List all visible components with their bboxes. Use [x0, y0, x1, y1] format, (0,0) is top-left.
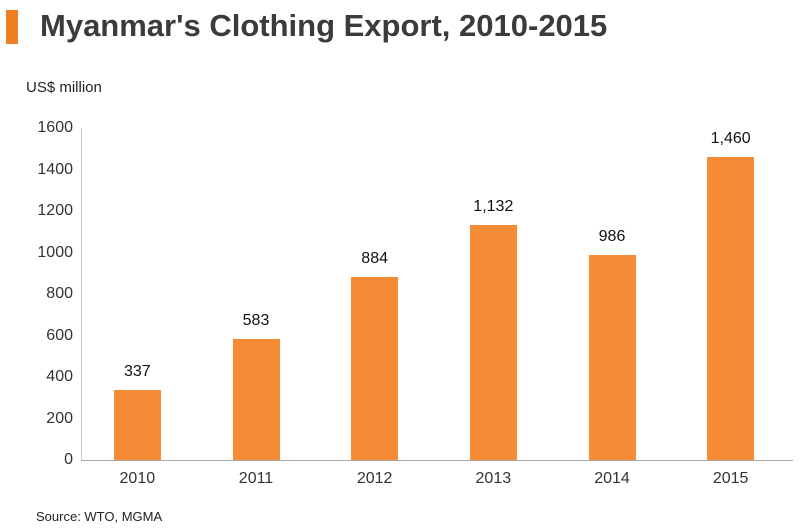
y-tick-label: 1200	[37, 202, 73, 219]
y-tick-label: 0	[64, 451, 73, 468]
bar-value-label: 884	[361, 249, 389, 267]
x-axis-line	[81, 460, 793, 461]
bar-2012	[351, 276, 399, 460]
bar-value-label: 1,132	[473, 198, 514, 216]
x-tick-label: 2011	[238, 470, 274, 487]
bar-2015	[707, 157, 755, 460]
y-tick-label: 800	[46, 285, 73, 302]
x-tick-label: 2010	[119, 470, 156, 487]
bar-2011	[232, 339, 280, 460]
title-accent-bar	[6, 10, 18, 44]
y-tick-label: 400	[46, 368, 73, 385]
chart-title: Myanmar's Clothing Export, 2010-2015	[40, 8, 608, 43]
source-note: Source: WTO, MGMA	[36, 509, 163, 524]
x-tick-label: 2012	[356, 470, 393, 487]
y-tick-label: 1600	[37, 119, 73, 136]
y-tick-label: 1000	[37, 243, 73, 261]
y-tick-label: 1400	[37, 160, 73, 178]
plot-area: 0 200 400 600 800 1000 1200 1400 1600 337 2010 583 2…	[37, 119, 793, 487]
x-tick-label: 2013	[475, 470, 512, 487]
bar-2014	[588, 255, 636, 460]
bar-value-label: 337	[123, 363, 151, 381]
bar-2013	[469, 225, 517, 460]
y-tick-label: 200	[46, 409, 73, 427]
y-axis-line	[81, 128, 82, 461]
x-tick-label: 2015	[712, 470, 749, 487]
y-tick-label: 600	[46, 326, 73, 344]
bar-value-label: 986	[598, 228, 626, 246]
bar-2010	[113, 390, 161, 460]
bar-value-label: 583	[242, 312, 270, 330]
y-axis-unit-label: US$ million	[26, 79, 102, 96]
x-tick-label: 2014	[594, 470, 630, 487]
bar-value-label: 1,460	[710, 130, 751, 148]
